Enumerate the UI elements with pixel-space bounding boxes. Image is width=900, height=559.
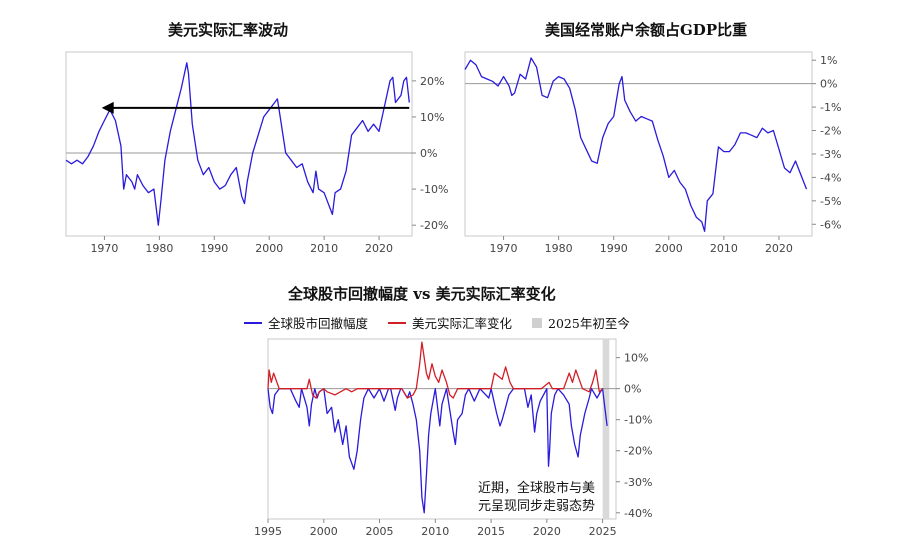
x-tick-label: 1980 (545, 242, 573, 255)
y-tick-label: -10% (420, 183, 448, 196)
y-tick-label: -3% (820, 148, 841, 161)
x-tick-label: 1990 (200, 242, 228, 255)
legend-swatch-ytd (532, 317, 543, 328)
y-tick-label: 20% (420, 75, 444, 88)
x-tick-label: 2020 (765, 242, 793, 255)
x-tick-label: 1990 (600, 242, 628, 255)
y-tick-label: -1% (820, 101, 841, 114)
y-tick-label: -2% (820, 125, 841, 138)
annotation-line-2: 元呈现同步走弱态势 (478, 499, 596, 514)
x-tick-label: 2020 (365, 242, 393, 255)
plot-frame (65, 51, 413, 237)
y-tick-label: 10% (420, 111, 444, 124)
x-tick-label: 2000 (255, 242, 283, 255)
ytd-shade (602, 339, 610, 519)
series-line-1 (65, 62, 410, 226)
series-line-1 (464, 57, 808, 232)
y-tick-label: 10% (624, 352, 648, 365)
y-tick-label: -4% (820, 171, 841, 184)
x-tick-label: 2010 (421, 525, 449, 538)
legend-swatch-usd (388, 321, 407, 324)
y-tick-label: 0% (820, 78, 837, 91)
y-tick-label: -10% (624, 414, 652, 427)
plot-frame (267, 338, 617, 520)
chart2: 1970 1980 1990 2000 2010 2020 1% 0% -1% -2% -3% -4%… (464, 51, 841, 255)
chart1: 1970 1980 1990 2000 2010 2020 -20% -10% 0% 10% 20% (65, 51, 448, 255)
x-tick-label: 1995 (254, 525, 282, 538)
y-tick-label: 0% (420, 147, 437, 160)
legend-swatch-drawdown (244, 321, 262, 324)
chart3-legend: 全球股市回撤幅度 美元实际汇率变化 2025年初至今 (244, 313, 630, 332)
y-tick-label: -6% (820, 218, 841, 231)
y-tick-label: -5% (820, 195, 841, 208)
series-line-1 (267, 388, 608, 514)
y-tick-label: 1% (820, 54, 837, 67)
chart3-annotation: 近期，全球股市与美 元呈现同步走弱态势 (478, 480, 595, 516)
y-tick-label: -40% (624, 507, 652, 520)
x-tick-label: 2015 (477, 525, 505, 538)
y-tick-label: -30% (624, 476, 652, 489)
y-tick-label: -20% (624, 445, 652, 458)
y-tick-label: 0% (624, 383, 641, 396)
x-tick-label: 1970 (90, 242, 118, 255)
series-line-2 (267, 341, 604, 399)
x-tick-label: 2000 (310, 525, 338, 538)
chart3-title: 全球股市回撤幅度 vs 美元实际汇率变化 (288, 285, 556, 303)
plot-frame (464, 51, 813, 237)
x-tick-label: 1980 (145, 242, 173, 255)
chart1-title: 美元实际汇率波动 (168, 21, 289, 39)
arrow-head (101, 101, 114, 114)
x-tick-label: 2010 (710, 242, 738, 255)
x-tick-label: 2010 (310, 242, 338, 255)
annotation-line-1: 近期，全球股市与美 (478, 481, 596, 496)
x-tick-label: 1970 (490, 242, 518, 255)
x-tick-label: 2025 (589, 525, 617, 538)
chart2-title: 美国经常账户余额占GDP比重 (545, 21, 748, 39)
legend-label-usd: 美元实际汇率变化 (412, 316, 513, 331)
x-tick-label: 2000 (655, 242, 683, 255)
x-tick-label: 2005 (366, 525, 394, 538)
chart3: 1995 2000 2005 2010 2015 2020 2025 10% 0% -10% -20… (254, 338, 652, 538)
x-tick-label: 2020 (533, 525, 561, 538)
legend-label-ytd: 2025年初至今 (548, 316, 630, 331)
y-tick-label: -20% (420, 219, 448, 232)
legend-label-drawdown: 全球股市回撤幅度 (268, 316, 369, 331)
